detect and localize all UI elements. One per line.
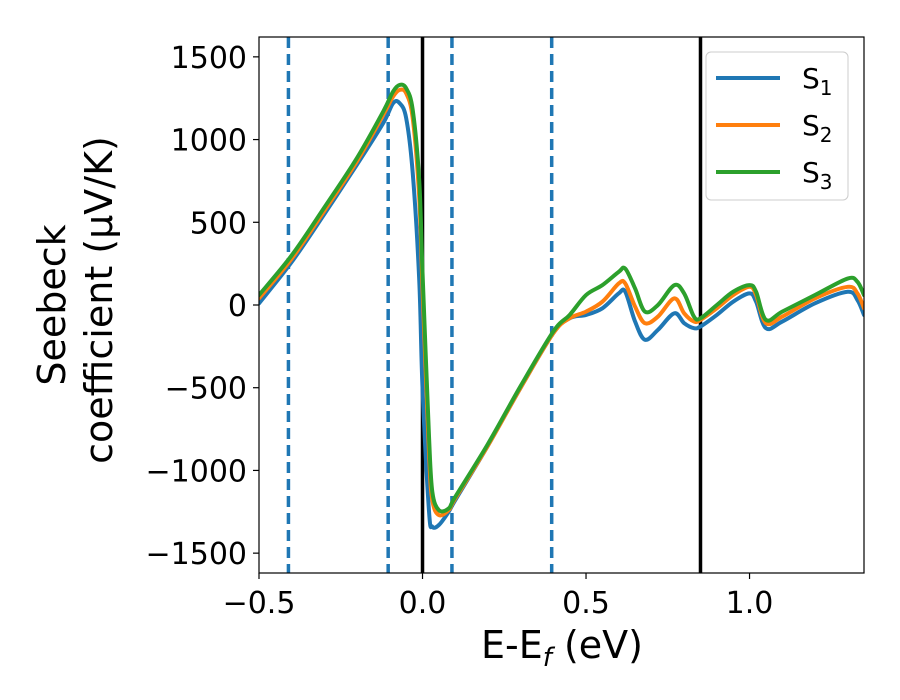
x-axis-label-unit: (eV) (552, 623, 643, 667)
reference-lines (286, 37, 703, 573)
y-tick-label: −500 (165, 372, 247, 407)
y-tick-label: 500 (190, 206, 247, 241)
y-axis-label-line1: Seebeck (30, 224, 74, 385)
series-lines (259, 82, 864, 530)
legend: S1 S2 S3 (705, 51, 849, 201)
y-tick-label: −1000 (146, 454, 247, 489)
x-tick-label: −0.5 (223, 586, 296, 621)
series-line-s3 (259, 82, 864, 514)
y-tick-label: 1500 (171, 41, 247, 76)
legend-label-s3: S3 (802, 156, 833, 194)
legend-label-s1: S1 (802, 62, 833, 100)
legend-label-s2: S2 (802, 109, 833, 147)
x-tick-label: 0.5 (562, 586, 610, 621)
y-axis: −1500 −1000 −500 0 500 1000 1500 (146, 41, 259, 572)
x-axis: −0.5 0.0 0.5 1.0 (223, 573, 774, 621)
x-axis-label-main: E-E (481, 623, 543, 667)
y-tick-label: 1000 (171, 124, 247, 159)
x-axis-label: E-Ef (eV) (481, 623, 643, 673)
y-tick-label: 0 (228, 289, 247, 324)
x-tick-label: 1.0 (726, 586, 774, 621)
y-tick-label: −1500 (146, 537, 247, 572)
x-tick-label: 0.0 (399, 586, 447, 621)
y-axis-label-line2: coefficient (μV/K) (77, 136, 121, 464)
